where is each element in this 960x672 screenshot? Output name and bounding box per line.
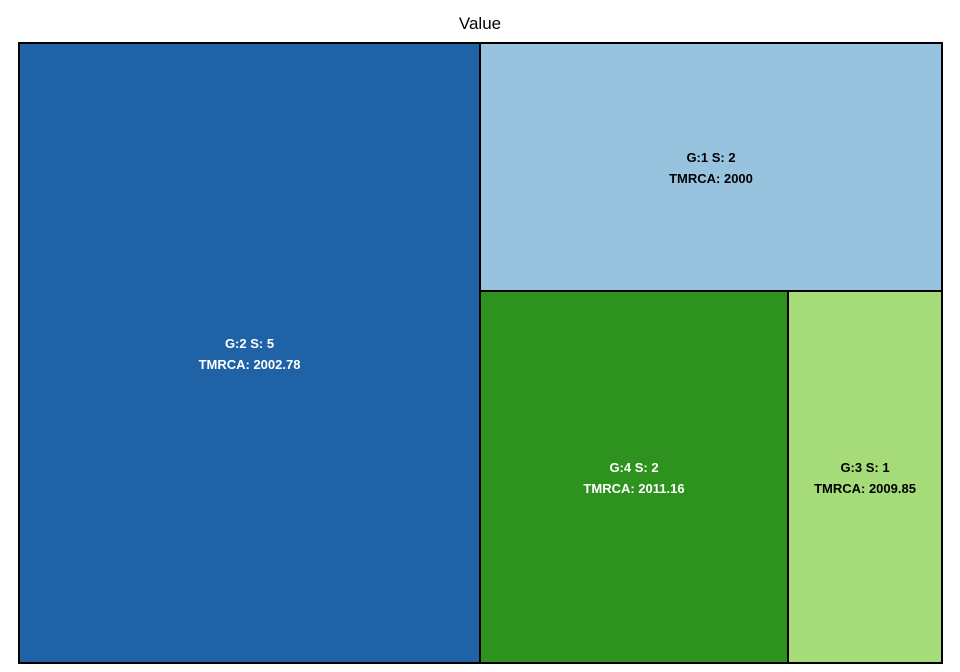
treemap-tile: G:4 S: 2 TMRCA: 2011.16 bbox=[479, 290, 789, 664]
tile-label-tmrca: TMRCA: 2011.16 bbox=[583, 481, 684, 496]
chart-title: Value bbox=[458, 14, 502, 33]
tile-label-tmrca: TMRCA: 2000 bbox=[669, 171, 753, 186]
treemap-tile-rect bbox=[479, 290, 789, 664]
treemap-tile-rect bbox=[787, 290, 943, 664]
tile-label-group: G:1 S: 2 bbox=[686, 150, 735, 165]
treemap-tile-rect bbox=[18, 42, 481, 664]
treemap-tile: G:1 S: 2 TMRCA: 2000 bbox=[479, 42, 943, 292]
treemap-tile: G:3 S: 1 TMRCA: 2009.85 bbox=[787, 290, 943, 664]
tile-label-tmrca: TMRCA: 2002.78 bbox=[199, 357, 301, 372]
tile-label-tmrca: TMRCA: 2009.85 bbox=[814, 481, 916, 496]
treemap-tile: G:2 S: 5 TMRCA: 2002.78 bbox=[18, 42, 481, 664]
tile-label-group: G:3 S: 1 bbox=[840, 460, 889, 475]
tile-label-group: G:4 S: 2 bbox=[609, 460, 658, 475]
treemap-tile-rect bbox=[479, 42, 943, 292]
tile-label-group: G:2 S: 5 bbox=[225, 336, 274, 351]
